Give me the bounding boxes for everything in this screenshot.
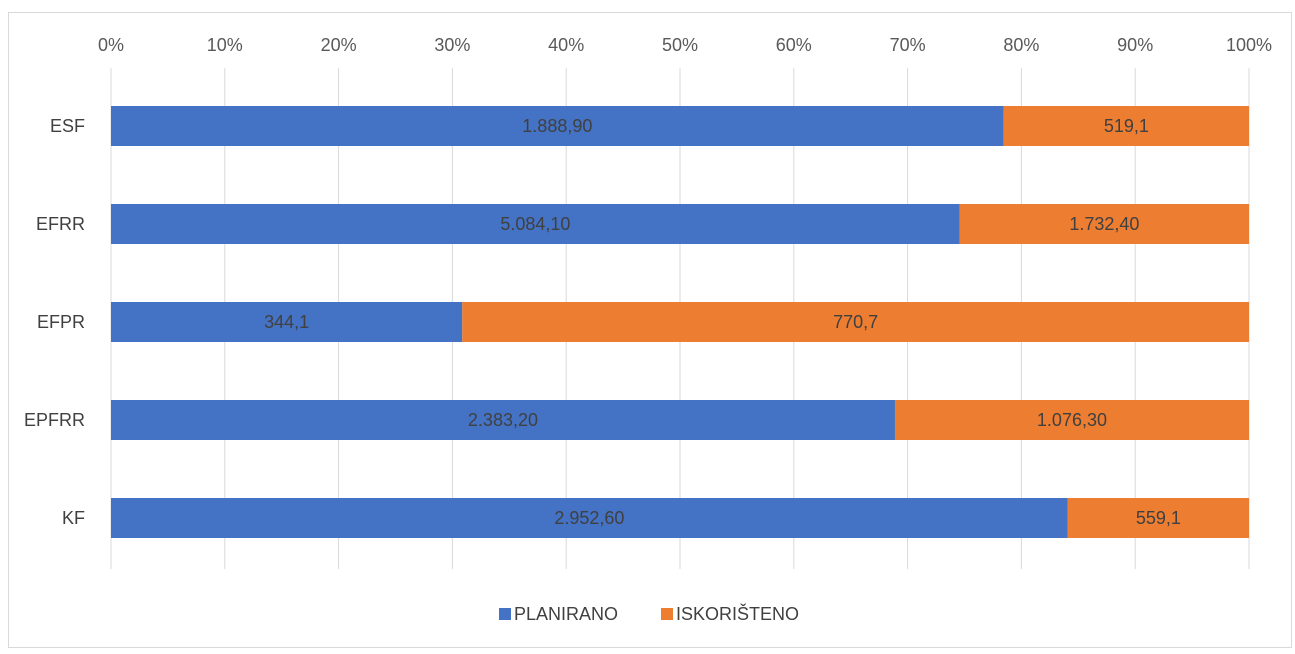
bar-epfrr-iskoristeno — [894, 400, 1249, 440]
stacked-bar-chart: 0% 10% 20% 30% 40% 50% 60% 70% 80% 90% 100% 1.888,… — [24, 35, 1272, 624]
category-label-epfrr: EPFRR — [24, 410, 85, 430]
category-label-esf: ESF — [50, 116, 85, 136]
bar-efpr-iskoristeno — [462, 302, 1249, 342]
bars: 1.888,90 519,1 5.084,10 1.732,40 344,1 770,7 2… — [111, 106, 1249, 538]
x-tick-label: 70% — [890, 35, 926, 55]
x-axis-ticks: 0% 10% 20% 30% 40% 50% 60% 70% 80% 90% 100% — [98, 35, 1272, 55]
bar-kf-iskoristeno — [1067, 498, 1249, 538]
category-label-efpr: EFPR — [37, 312, 85, 332]
data-label-kf-iskoristeno: 559,1 — [1136, 508, 1181, 528]
x-tick-label: 80% — [1003, 35, 1039, 55]
data-label-kf-planirano: 2.952,60 — [554, 508, 624, 528]
y-axis-categories: ESF EFRR EFPR EPFRR KF — [24, 116, 85, 528]
category-label-efrr: EFRR — [36, 214, 85, 234]
data-label-esf-iskoristeno: 519,1 — [1104, 116, 1149, 136]
legend-swatch-iskoristeno — [661, 608, 673, 620]
bar-esf-planirano — [111, 106, 1004, 146]
data-label-esf-planirano: 1.888,90 — [522, 116, 592, 136]
bar-esf-iskoristeno — [1003, 106, 1249, 146]
data-label-efpr-iskoristeno: 770,7 — [833, 312, 878, 332]
bar-efpr-planirano — [111, 302, 463, 342]
legend: PLANIRANO ISKORIŠTENO — [499, 603, 799, 624]
x-tick-label: 10% — [207, 35, 243, 55]
data-label-efpr-planirano: 344,1 — [264, 312, 309, 332]
data-label-efrr-iskoristeno: 1.732,40 — [1069, 214, 1139, 234]
data-label-efrr-planirano: 5.084,10 — [500, 214, 570, 234]
bar-epfrr-planirano — [111, 400, 895, 440]
x-tick-label: 100% — [1226, 35, 1272, 55]
x-tick-label: 40% — [548, 35, 584, 55]
bar-efrr-planirano — [111, 204, 960, 244]
legend-label-iskoristeno: ISKORIŠTENO — [676, 603, 799, 624]
legend-swatch-planirano — [499, 608, 511, 620]
x-tick-label: 0% — [98, 35, 124, 55]
data-label-epfrr-planirano: 2.383,20 — [468, 410, 538, 430]
bar-efrr-iskoristeno — [959, 204, 1249, 244]
bar-kf-planirano — [111, 498, 1068, 538]
x-tick-label: 20% — [321, 35, 357, 55]
category-label-kf: KF — [62, 508, 85, 528]
x-tick-label: 90% — [1117, 35, 1153, 55]
x-tick-label: 50% — [662, 35, 698, 55]
chart-frame: 0% 10% 20% 30% 40% 50% 60% 70% 80% 90% 100% 1.888,… — [8, 12, 1292, 648]
data-label-epfrr-iskoristeno: 1.076,30 — [1037, 410, 1107, 430]
x-tick-label: 30% — [434, 35, 470, 55]
x-tick-label: 60% — [776, 35, 812, 55]
legend-label-planirano: PLANIRANO — [514, 604, 618, 624]
